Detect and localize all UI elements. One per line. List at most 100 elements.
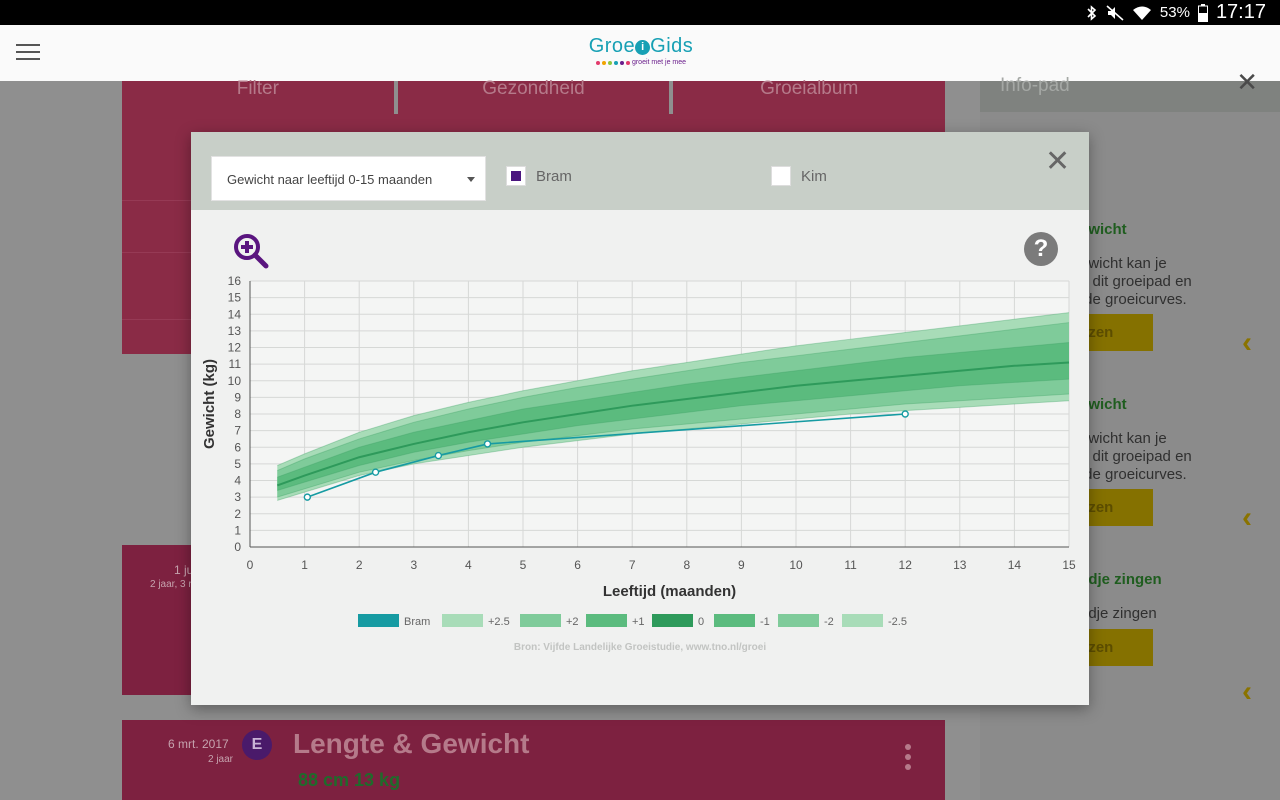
x-tick-label: 11 [844,558,857,572]
x-tick-label: 7 [629,558,636,572]
menu-icon[interactable] [16,44,40,62]
chevron-left-icon[interactable]: ‹ [1242,501,1252,534]
info-item: ewicht ewicht kan je n dit groeipad en d… [1080,396,1280,526]
tab-gezondheid[interactable]: Gezondheid [398,79,674,114]
legend-swatch [442,614,483,627]
y-tick-label: 5 [234,457,241,471]
y-tick-label: 8 [234,407,241,421]
info-item-title: edje zingen [1080,571,1162,588]
y-tick-label: 13 [228,324,242,338]
y-tick-label: 4 [234,474,241,488]
x-axis-label: Leeftijd (maanden) [603,583,736,600]
chart-source-note: Bron: Vijfde Landelijke Groeistudie, www… [513,642,767,653]
tab-groeialbum[interactable]: Groeialbum [760,78,859,99]
info-item-desc: edje zingen [1080,605,1157,622]
logo-text-suffix: Gids [650,35,694,57]
x-tick-label: 9 [738,558,745,572]
legend-label: 0 [698,616,704,628]
chart-type-select-value: Gewicht naar leeftijd 0-15 maanden [227,172,433,187]
x-tick-label: 10 [789,558,803,572]
logo-tagline: groeit met je mee [631,59,687,66]
legend-label: -1 [760,616,770,628]
mute-icon [1106,4,1124,21]
x-tick-label: 4 [465,558,472,572]
median-curve [276,361,1070,487]
app-header: Groe i Gids groeit met je mee [0,25,1280,81]
y-tick-label: 7 [234,424,241,438]
y-tick-label: 6 [234,440,241,454]
more-options-icon[interactable] [902,744,914,772]
bluetooth-icon [1086,4,1098,21]
status-bar: 53% 17:17 [0,0,1280,25]
battery-percentage: 53% [1159,4,1190,21]
read-button[interactable]: ezen [1080,489,1153,526]
card-date: 6 mrt. 2017 [168,737,229,751]
chevron-left-icon[interactable]: ‹ [1242,675,1252,708]
data-point-bram [303,493,312,501]
close-icon[interactable]: ✕ [1045,145,1071,178]
x-tick-label: 6 [574,558,581,572]
legend-swatch [358,614,399,627]
y-tick-label: 14 [228,307,242,321]
child-toggle-bram[interactable]: Bram [506,166,572,186]
x-tick-label: 0 [247,558,254,572]
info-item-title: ewicht [1080,396,1127,413]
dialog-header: Gewicht naar leeftijd 0-15 maanden Bram … [191,132,1089,210]
x-tick-label: 15 [1062,558,1076,572]
zoom-in-icon[interactable] [233,233,269,269]
info-pad-title: Info-pad [1000,75,1070,96]
chevron-left-icon[interactable]: ‹ [1242,326,1252,359]
y-tick-label: 3 [234,490,241,504]
help-icon[interactable]: ? [1024,232,1058,266]
read-button[interactable]: ezen [1080,314,1153,351]
x-tick-label: 8 [683,558,690,572]
legend-label: +2.5 [488,616,510,628]
card-age: 2 jaar [208,754,234,765]
info-item-desc: ewicht kan je n dit groeipad en de groei… [1080,255,1192,308]
app-logo: Groe i Gids groeit met je mee [583,35,699,75]
data-point-bram [901,410,909,418]
close-icon[interactable]: ✕ [1236,67,1258,97]
legend-label: -2.5 [888,616,907,628]
child-name: Bram [536,167,572,185]
dropdown-caret-icon [467,177,475,182]
y-tick-label: 2 [234,507,241,521]
info-item-desc: ewicht kan je n dit groeipad en de groei… [1080,430,1192,483]
tab-filter[interactable]: Filter [122,79,398,114]
chart-type-select[interactable]: Gewicht naar leeftijd 0-15 maanden [211,156,486,201]
checkbox-checked[interactable] [506,166,526,186]
info-item: ewicht ewicht kan je n dit groeipad en d… [1080,221,1280,351]
wifi-icon [1132,5,1152,21]
x-tick-label: 1 [301,558,308,572]
legend-label: Bram [404,616,430,628]
y-tick-label: 0 [234,540,241,554]
info-pad-header: Info-pad ✕ [980,69,1280,112]
reference-curve [277,342,1070,478]
logo-i-mark: i [635,40,651,55]
battery-icon [1197,3,1208,22]
x-tick-label: 13 [953,558,967,572]
checkbox-unchecked[interactable] [771,166,791,186]
reference-curve [277,393,1070,498]
legend-swatch [714,614,755,627]
x-tick-label: 14 [1008,558,1022,572]
growth-chart: 0 1 2 3 4 5 6 7 8 9 10 11 12 13 14 15012345678910111213… [201,274,1076,628]
timeline-card-lengte-gewicht[interactable]: 6 mrt. 2017 2 jaar E Lengte & Gewicht 88… [122,720,945,800]
x-tick-label: 5 [520,558,527,572]
reference-curve [277,378,1070,491]
reference-curve [277,312,1070,466]
legend-swatch [778,614,819,627]
read-button[interactable]: ezen [1080,629,1153,666]
legend-label: +1 [632,616,645,628]
legend-swatch [652,614,693,627]
measurement-badge-icon: E [242,730,272,760]
x-tick-label: 3 [410,558,417,572]
legend-label: -2 [824,616,834,628]
card-date: 1 ju [174,563,194,577]
child-toggle-kim[interactable]: Kim [771,166,827,186]
logo-text-prefix: Groe [588,35,636,57]
growth-chart-dialog: Gewicht naar leeftijd 0-15 maanden Bram … [191,132,1089,705]
info-item: edje zingen edje zingen ezen [1080,571,1280,666]
y-tick-label: 15 [228,291,242,305]
y-tick-label: 16 [228,274,242,288]
